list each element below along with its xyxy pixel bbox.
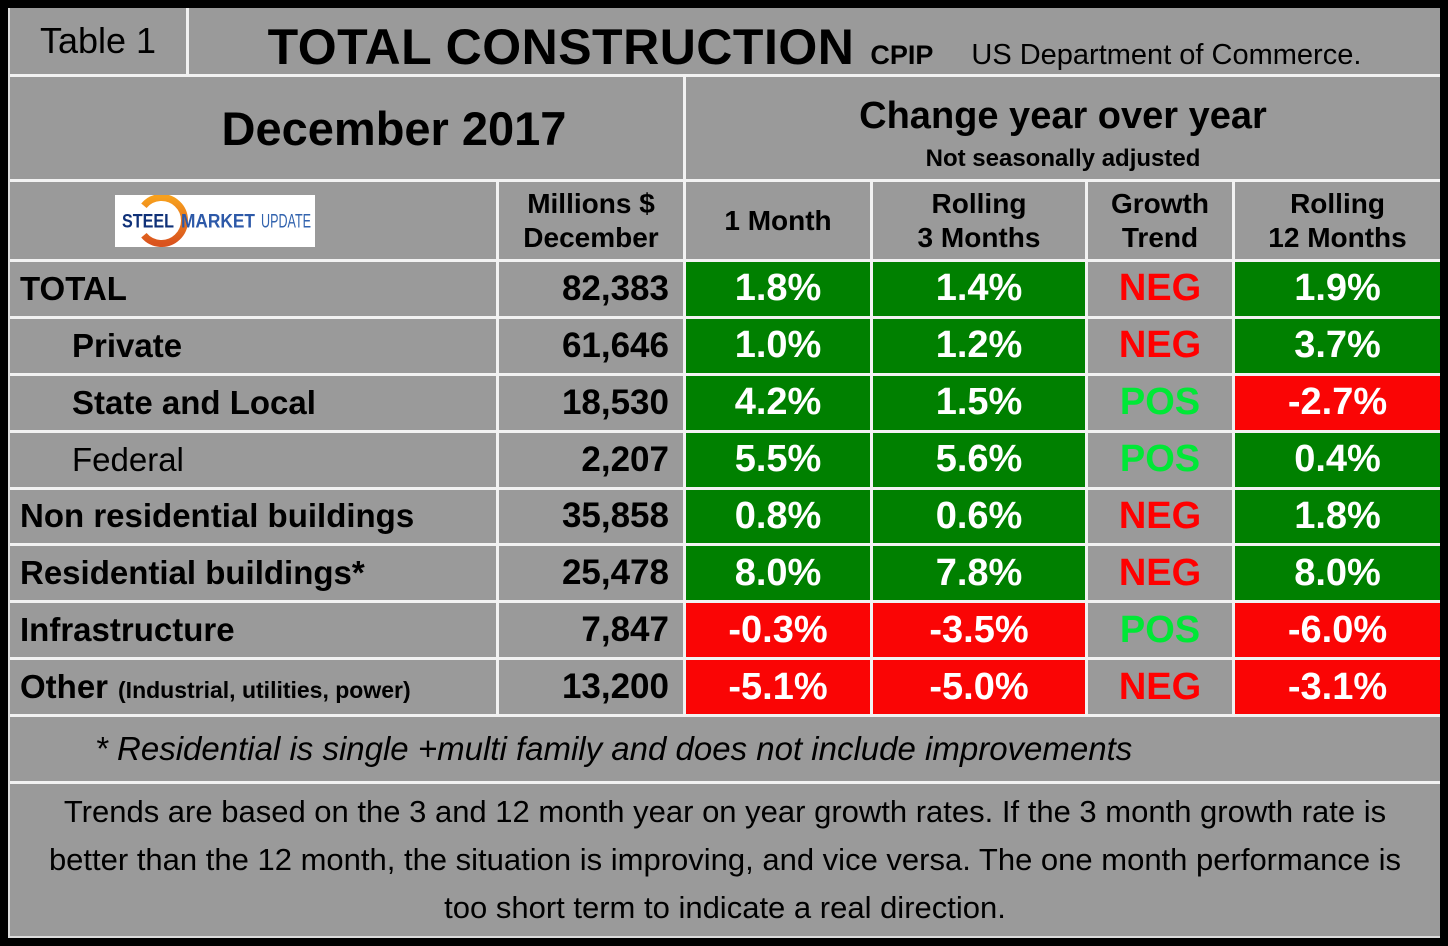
growth-trend-cell: NEG xyxy=(1088,489,1232,544)
row-label-text: Residential buildings* xyxy=(20,554,365,592)
column-header-rolling-12-months: Rolling 12 Months xyxy=(1235,182,1440,259)
one-month-cell: 1.0% xyxy=(686,318,870,373)
growth-trend-cell: NEG xyxy=(1088,546,1232,601)
growth-trend-cell: NEG xyxy=(1088,318,1232,373)
column-header-millions: Millions $ December xyxy=(499,182,683,259)
row-label: Federal xyxy=(10,432,496,487)
rolling-12-months-cell: -2.7% xyxy=(1235,375,1440,430)
construction-table: Table 1 TOTAL CONSTRUCTION CPIP US Depar… xyxy=(8,8,1440,938)
column-header-1-month: 1 Month xyxy=(686,182,870,259)
one-month-cell: 0.8% xyxy=(686,489,870,544)
row-label: TOTAL xyxy=(10,262,496,316)
rolling-3-months-cell: 7.8% xyxy=(873,546,1085,601)
column-header-rolling-3-months: Rolling 3 Months xyxy=(873,182,1085,259)
millions-value: 18,530 xyxy=(499,375,683,430)
trends-explanation: Trends are based on the 3 and 12 month y… xyxy=(48,793,1402,926)
row-label: Other (Industrial, utilities, power) xyxy=(10,660,496,714)
rolling-12-months-cell: -3.1% xyxy=(1235,660,1440,714)
row-label-text: State and Local xyxy=(72,383,316,421)
period-cell: December 2017 xyxy=(10,77,683,179)
rolling-12-months-cell: 8.0% xyxy=(1235,546,1440,601)
millions-value: 25,478 xyxy=(499,546,683,601)
rolling-3-months-cell: -3.5% xyxy=(873,603,1085,658)
one-month-cell: 5.5% xyxy=(686,432,870,487)
row-label: Private xyxy=(10,318,496,373)
table-number: Table 1 xyxy=(39,20,157,61)
logo-text-update: UPDATE xyxy=(261,211,311,232)
rolling-3-months-cell: 1.5% xyxy=(873,375,1085,430)
row-label-text: Infrastructure xyxy=(20,611,235,649)
logo-text-market: MARKET xyxy=(181,211,255,232)
logo-swoosh-icon xyxy=(141,194,188,247)
page-title: TOTAL CONSTRUCTION xyxy=(267,19,855,75)
title-bar: Table 1 TOTAL CONSTRUCTION CPIP US Depar… xyxy=(10,8,1440,75)
growth-trend-cell: NEG xyxy=(1088,262,1232,316)
row-label-text: Federal xyxy=(72,440,184,478)
logo-text-steel: STEEL xyxy=(122,211,174,232)
rolling-3-months-cell: 5.6% xyxy=(873,432,1085,487)
change-subtitle: Not seasonally adjusted xyxy=(925,145,1201,172)
one-month-cell: 8.0% xyxy=(686,546,870,601)
one-month-cell: 4.2% xyxy=(686,375,870,430)
row-label: State and Local xyxy=(10,375,496,430)
title-cell: TOTAL CONSTRUCTION CPIP US Department of… xyxy=(189,8,1440,75)
growth-trend-cell: NEG xyxy=(1088,660,1232,714)
millions-value: 2,207 xyxy=(499,432,683,487)
rolling-3-months-cell: 1.4% xyxy=(873,262,1085,316)
period-label: December 2017 xyxy=(221,101,567,155)
row-label: Residential buildings* xyxy=(10,546,496,601)
one-month-cell: 1.8% xyxy=(686,262,870,316)
change-header-cell: Change year over year Not seasonally adj… xyxy=(686,77,1440,179)
residential-footnote: * Residential is single +multi family an… xyxy=(10,717,1440,781)
logo-cell: STEEL MARKET UPDATE xyxy=(10,182,496,259)
row-label-text: TOTAL xyxy=(20,269,127,307)
growth-trend-cell: POS xyxy=(1088,432,1232,487)
trends-explanation-cell: Trends are based on the 3 and 12 month y… xyxy=(10,784,1440,936)
one-month-cell: -5.1% xyxy=(686,660,870,714)
growth-trend-cell: POS xyxy=(1088,375,1232,430)
rolling-3-months-cell: 0.6% xyxy=(873,489,1085,544)
millions-value: 13,200 xyxy=(499,660,683,714)
rolling-12-months-cell: 3.7% xyxy=(1235,318,1440,373)
steel-market-update-logo: STEEL MARKET UPDATE xyxy=(115,194,315,247)
rolling-12-months-cell: 1.9% xyxy=(1235,262,1440,316)
data-source: US Department of Commerce. xyxy=(971,39,1362,71)
title-tag: CPIP xyxy=(870,40,934,70)
millions-value: 35,858 xyxy=(499,489,683,544)
row-label: Non residential buildings xyxy=(10,489,496,544)
rolling-3-months-cell: 1.2% xyxy=(873,318,1085,373)
table-number-cell: Table 1 xyxy=(10,8,186,74)
rolling-12-months-cell: -6.0% xyxy=(1235,603,1440,658)
column-header-growth-trend: Growth Trend xyxy=(1088,182,1232,259)
one-month-cell: -0.3% xyxy=(686,603,870,658)
millions-value: 82,383 xyxy=(499,262,683,316)
row-label-subtext: (Industrial, utilities, power) xyxy=(118,677,411,704)
growth-trend-cell: POS xyxy=(1088,603,1232,658)
row-label-text: Non residential buildings xyxy=(20,497,415,535)
millions-value: 61,646 xyxy=(499,318,683,373)
row-label-text: Private xyxy=(72,326,183,364)
row-label: Infrastructure xyxy=(10,603,496,658)
row-label-text: Other xyxy=(20,668,109,706)
rolling-12-months-cell: 0.4% xyxy=(1235,432,1440,487)
rolling-3-months-cell: -5.0% xyxy=(873,660,1085,714)
rolling-12-months-cell: 1.8% xyxy=(1235,489,1440,544)
change-title: Change year over year xyxy=(859,95,1267,137)
millions-value: 7,847 xyxy=(499,603,683,658)
